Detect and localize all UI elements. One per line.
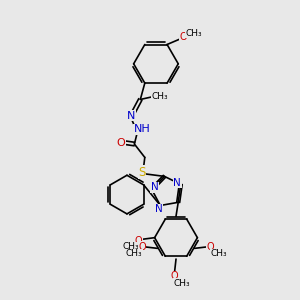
Text: CH₃: CH₃ — [210, 249, 226, 258]
Text: CH₃: CH₃ — [152, 92, 169, 101]
Text: N: N — [151, 182, 159, 192]
Text: CH₃: CH₃ — [185, 29, 202, 38]
Text: CH₃: CH₃ — [122, 242, 139, 251]
Text: O: O — [206, 242, 214, 252]
Text: O: O — [180, 32, 187, 42]
Text: CH₃: CH₃ — [126, 249, 142, 258]
Text: S: S — [138, 166, 146, 179]
Text: CH₃: CH₃ — [174, 279, 190, 288]
Text: O: O — [117, 138, 125, 148]
Text: N: N — [173, 178, 181, 188]
Text: N: N — [127, 111, 136, 121]
Text: O: O — [134, 236, 142, 246]
Text: O: O — [171, 271, 178, 281]
Text: NH: NH — [134, 124, 151, 134]
Text: O: O — [138, 242, 146, 252]
Text: N: N — [155, 204, 163, 214]
